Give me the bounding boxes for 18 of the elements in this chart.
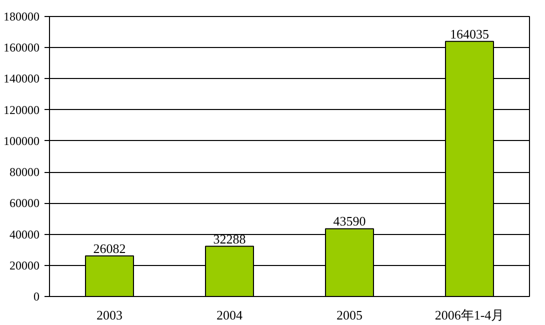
y-tick-label: 100000 xyxy=(4,134,40,148)
x-tick-label: 2003 xyxy=(96,308,122,322)
y-tick-label: 140000 xyxy=(4,72,40,86)
x-tick-label: 2004 xyxy=(216,308,243,322)
y-tick-label: 40000 xyxy=(10,227,40,242)
y-tick-label: 60000 xyxy=(10,196,40,210)
y-tick-label: 180000 xyxy=(4,10,40,24)
y-tick-label: 160000 xyxy=(4,40,40,55)
y-tick-label: 80000 xyxy=(10,165,40,180)
y-tick-label: 0 xyxy=(34,290,40,304)
y-tick-label: 20000 xyxy=(10,258,40,272)
data-label: 26082 xyxy=(93,240,126,256)
data-label: 32288 xyxy=(213,231,246,246)
data-label: 43590 xyxy=(333,214,366,229)
x-tick-label: 2006年1-4月 xyxy=(434,308,504,322)
x-tick-label: 2005 xyxy=(336,308,362,322)
y-tick-label: 120000 xyxy=(4,102,40,117)
data-label: 164035 xyxy=(450,26,489,42)
